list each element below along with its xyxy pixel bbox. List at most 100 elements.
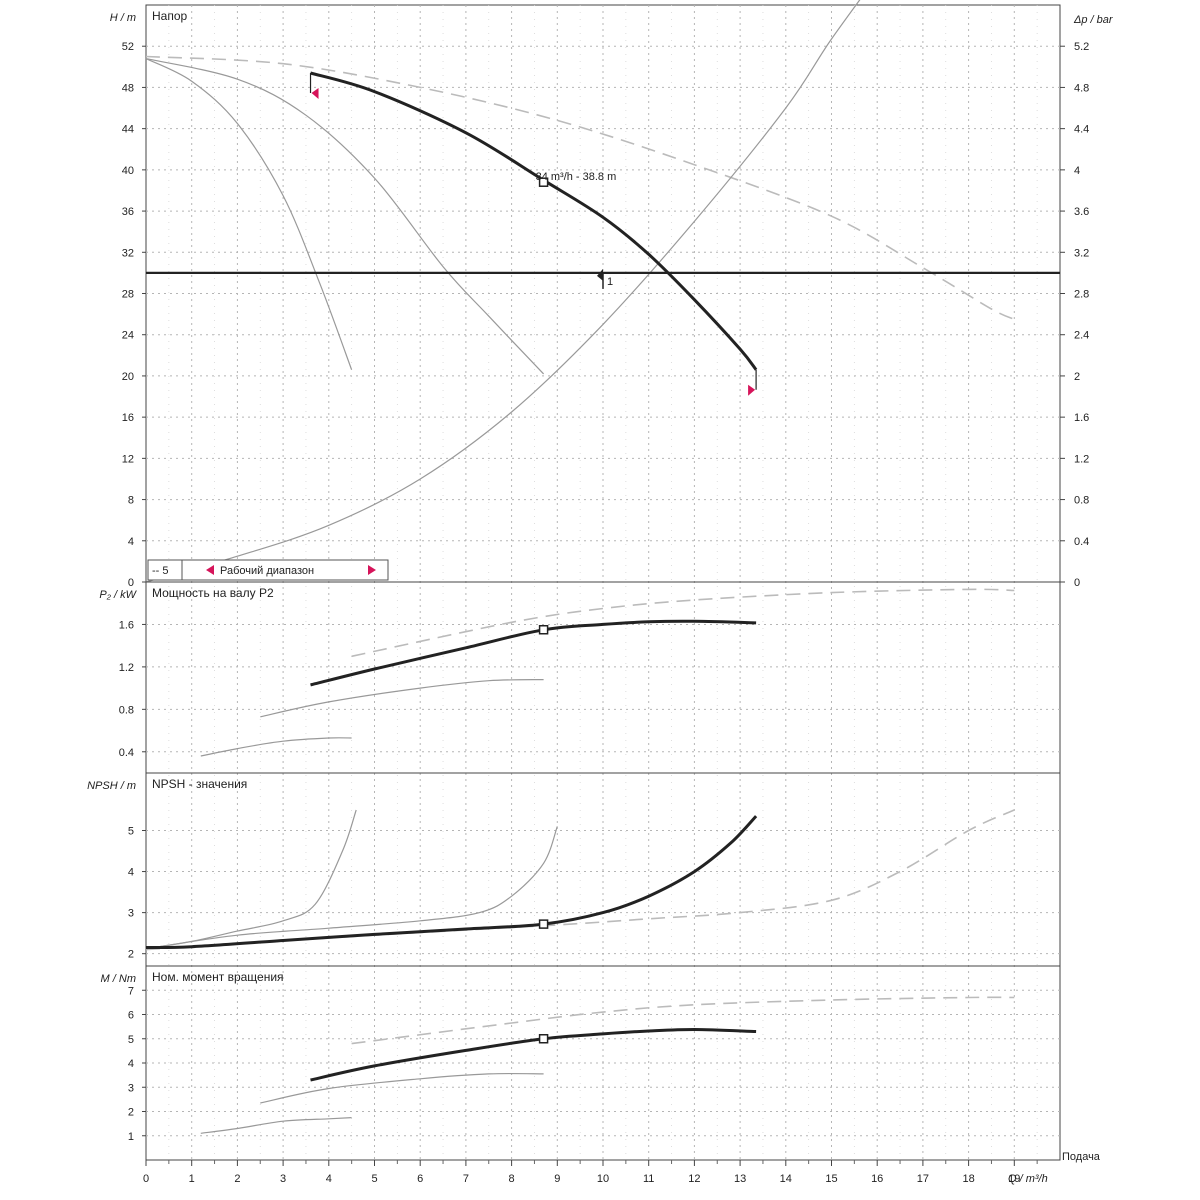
x-tick-label: 12: [688, 1173, 700, 1185]
y-tick-label: 36: [122, 206, 134, 218]
y-tick-label: 4: [128, 1058, 134, 1070]
y-tick-label: 7: [128, 985, 134, 997]
y2-tick-label: 3.2: [1074, 247, 1089, 259]
panel-title: NPSH - значения: [152, 777, 247, 791]
operating-point-marker: [538, 1034, 549, 1044]
curve-main: [145, 815, 758, 950]
curve-gray: [200, 737, 352, 757]
y2-tick-label: 0: [1074, 577, 1080, 589]
range-min-marker: [311, 88, 319, 100]
y2-tick-label: 0.4: [1074, 536, 1089, 548]
panel-title: Напор: [152, 9, 188, 23]
duty-point-label: 1: [607, 276, 613, 288]
curve-gray: [260, 1072, 544, 1104]
y-tick-label: 32: [122, 247, 134, 259]
y2-tick-label: 1.6: [1074, 412, 1089, 424]
curve-main: [310, 1027, 757, 1082]
curve-light: [351, 996, 1015, 1045]
y-tick-label: 1.6: [119, 619, 134, 631]
operating-point-marker: [538, 625, 549, 635]
y-tick-label: 6: [128, 1010, 134, 1022]
y-tick-label: 2: [128, 1107, 134, 1119]
curve-main: [310, 71, 758, 371]
y2-axis-label: Δp / bar: [1073, 14, 1114, 26]
y-tick-label: 1: [128, 1131, 134, 1143]
y2-tick-label: 2.8: [1074, 289, 1089, 301]
x-tick-label: 10: [597, 1173, 609, 1185]
x-tick-label: 8: [509, 1173, 515, 1185]
x-tick-label: 14: [780, 1173, 792, 1185]
y-tick-label: 24: [122, 330, 134, 342]
x-tick-label: 0: [143, 1173, 149, 1185]
panel-title: Ном. момент вращения: [152, 970, 284, 984]
y2-tick-label: 1.2: [1074, 453, 1089, 465]
x-tick-label: 19: [1008, 1173, 1020, 1185]
y-tick-label: 20: [122, 371, 134, 383]
curve-gray: [260, 679, 544, 718]
x-tick-label: 6: [417, 1173, 423, 1185]
y-tick-label: 48: [122, 82, 134, 94]
range-max-marker: [748, 384, 756, 396]
y-tick-label: 4: [128, 536, 134, 548]
y-tick-label: 28: [122, 289, 134, 301]
curve-light: [351, 588, 1015, 658]
system-curve: [145, 0, 861, 583]
y-tick-label: 8: [128, 495, 134, 507]
legend-mark-label: -- 5: [152, 565, 169, 577]
x-tick-label: 3: [280, 1173, 286, 1185]
x-tick-label: 15: [825, 1173, 837, 1185]
y-tick-label: 0.4: [119, 747, 134, 759]
y-tick-label: 4: [128, 867, 134, 879]
y2-tick-label: 4.4: [1074, 124, 1089, 136]
x-tick-label: 18: [962, 1173, 974, 1185]
curve-gray: [145, 826, 558, 950]
y2-tick-label: 3.6: [1074, 206, 1089, 218]
y2-tick-label: 4: [1074, 165, 1080, 177]
y-tick-label: 12: [122, 453, 134, 465]
y2-tick-label: 5.2: [1074, 41, 1089, 53]
y-tick-label: 0: [128, 577, 134, 589]
operating-point-marker: [538, 177, 549, 187]
legend-text: Рабочий диапазон: [220, 565, 314, 577]
y2-tick-label: 2.4: [1074, 330, 1089, 342]
curve-light: [145, 55, 1015, 321]
duty-point-marker: [597, 268, 603, 281]
operating-point-label: 34 m³/h - 38.8 m: [536, 171, 617, 183]
y-axis-label: M / Nm: [101, 973, 136, 985]
legend-left-arrow-icon: [206, 565, 214, 575]
y-axis-label: H / m: [110, 12, 136, 24]
y2-tick-label: 0.8: [1074, 495, 1089, 507]
x-tick-label: 4: [326, 1173, 332, 1185]
x-tick-label: 17: [917, 1173, 929, 1185]
x-tick-label: 9: [554, 1173, 560, 1185]
x-tick-label: 13: [734, 1173, 746, 1185]
x-tick-label: 5: [371, 1173, 377, 1185]
y2-tick-label: 2: [1074, 371, 1080, 383]
legend-box: [147, 559, 389, 581]
panel-title: Мощность на валу P2: [152, 586, 274, 600]
x-axis-label: Q / m³/h: [1008, 1173, 1048, 1185]
x-tick-label: 1: [189, 1173, 195, 1185]
x-tick-label: 7: [463, 1173, 469, 1185]
y-tick-label: 52: [122, 41, 134, 53]
x-tick-label: 2: [234, 1173, 240, 1185]
curve-gray: [200, 1117, 352, 1134]
y-axis-label: P₂ / kW: [99, 589, 137, 601]
y-tick-label: 1.2: [119, 662, 134, 674]
curve-gray: [145, 809, 357, 950]
y-tick-label: 3: [128, 908, 134, 920]
y-tick-label: 2: [128, 949, 134, 961]
y-tick-label: 5: [128, 825, 134, 837]
y2-tick-label: 4.8: [1074, 82, 1089, 94]
curve-gray: [145, 58, 353, 370]
y-tick-label: 16: [122, 412, 134, 424]
curve-main: [310, 619, 757, 687]
y-axis-label: NPSH / m: [87, 780, 136, 792]
y-tick-label: 3: [128, 1082, 134, 1094]
y-tick-label: 40: [122, 165, 134, 177]
x-tick-label: 16: [871, 1173, 883, 1185]
x-axis-side-label: Подача: [1062, 1151, 1101, 1163]
x-tick-label: 11: [643, 1173, 654, 1185]
curve-gray: [145, 58, 545, 375]
